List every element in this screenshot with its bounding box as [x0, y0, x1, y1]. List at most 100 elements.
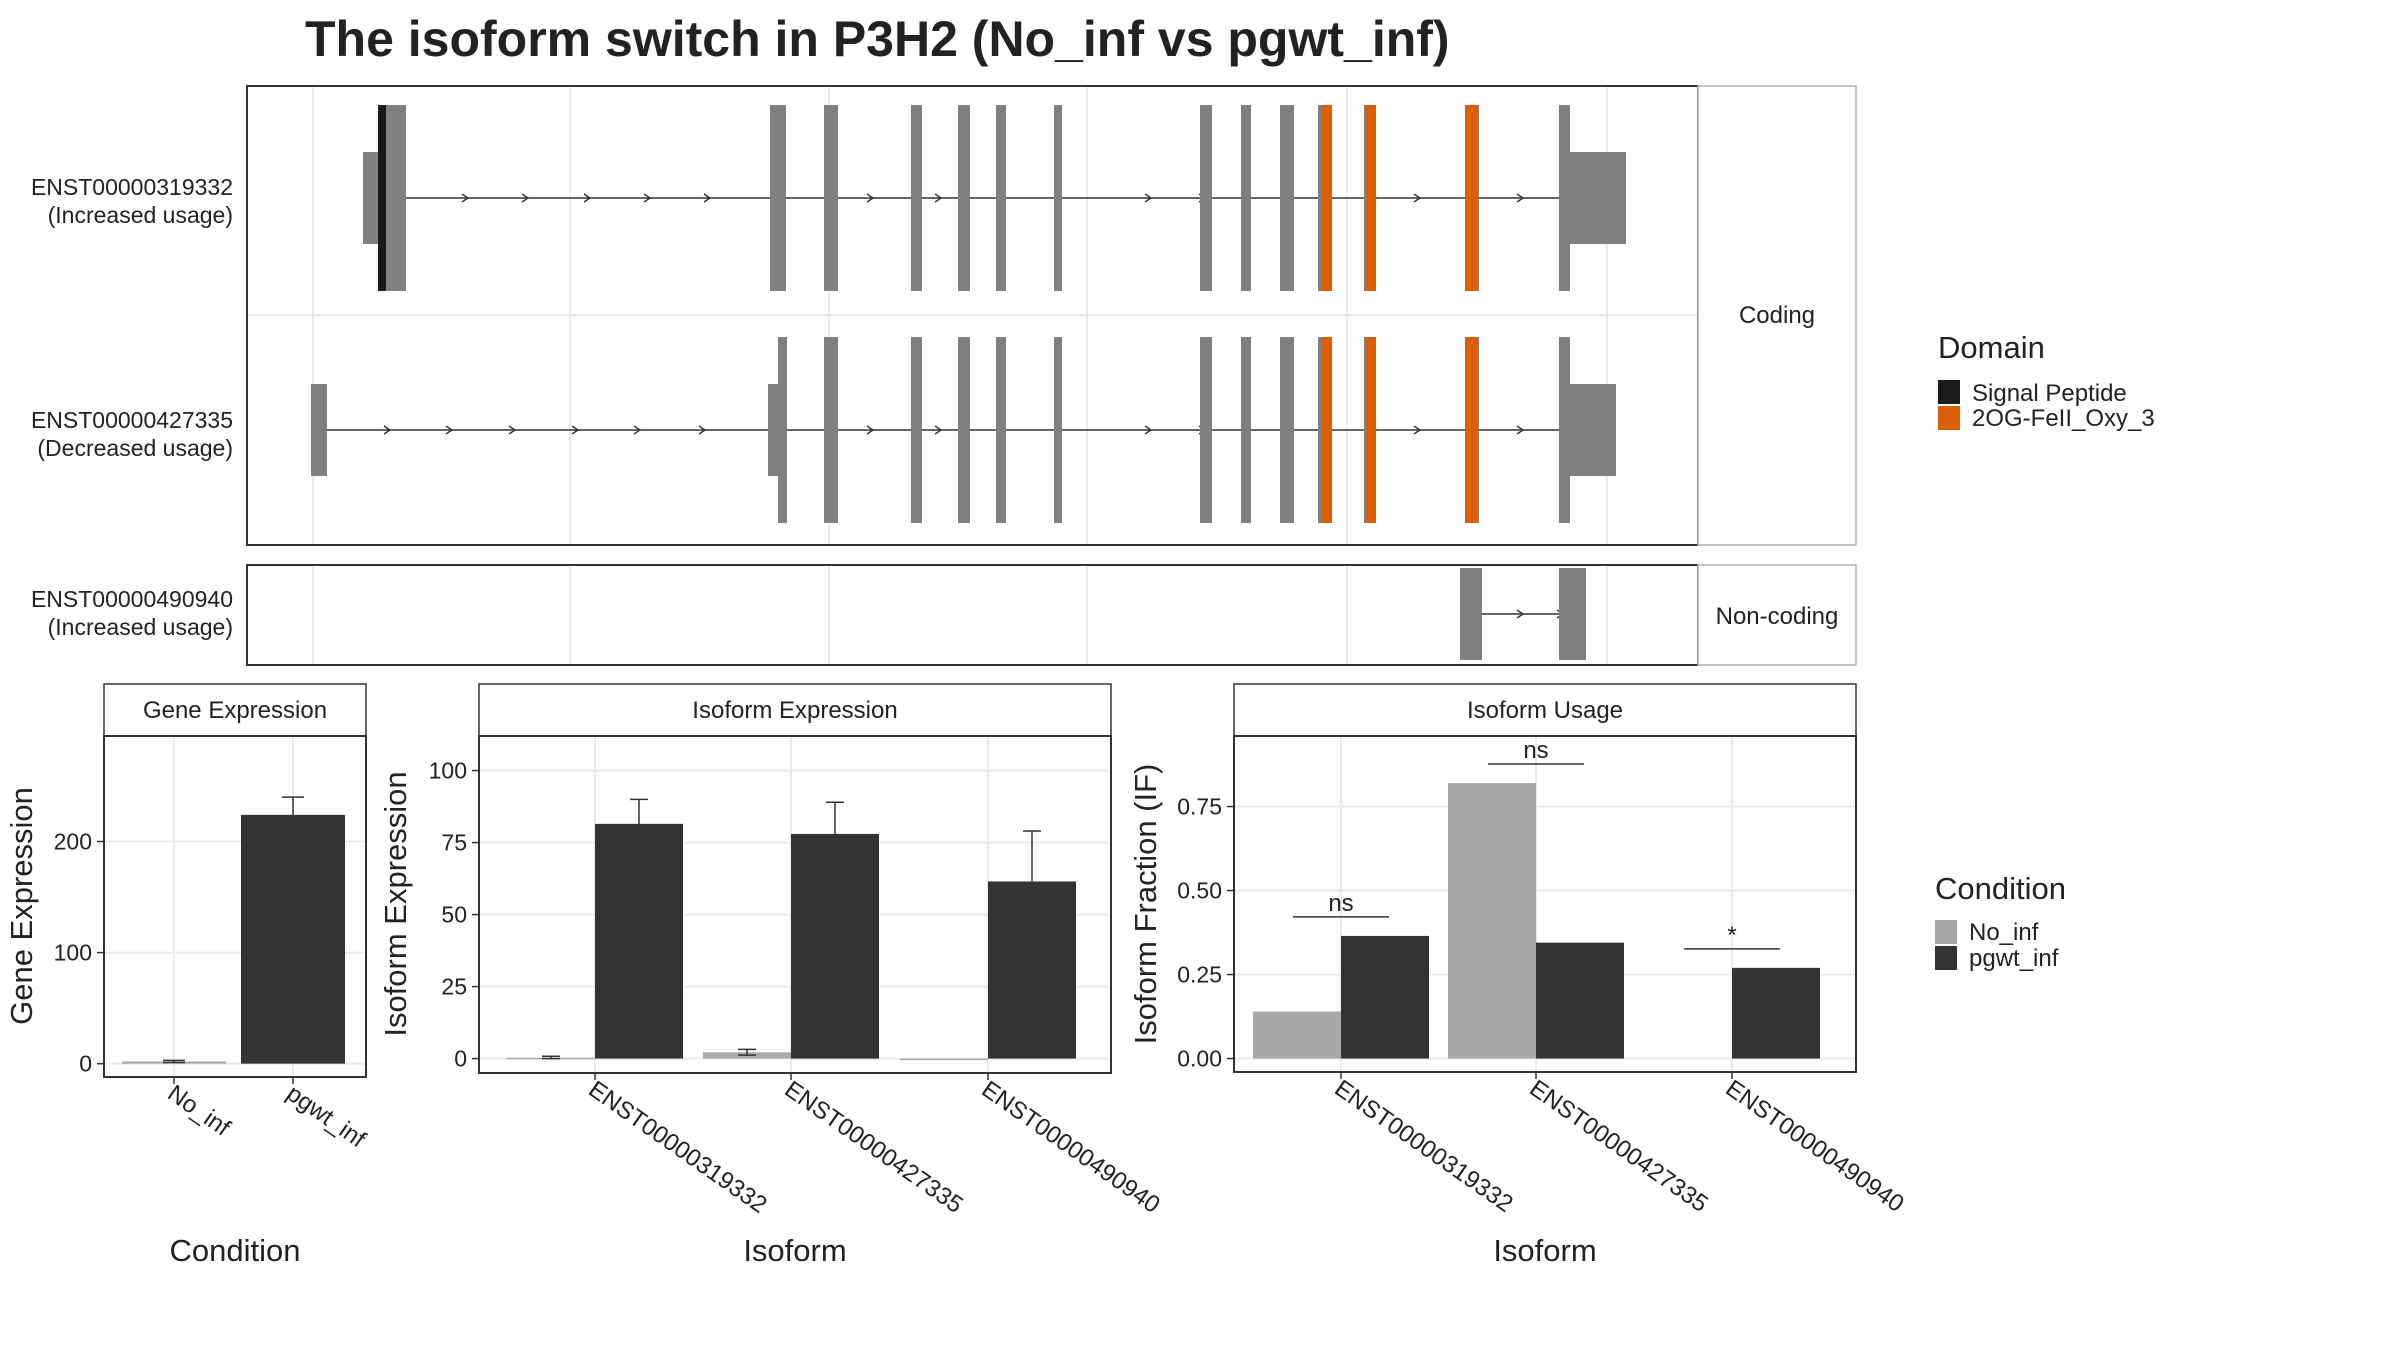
y-tick-label: 0.50	[1177, 878, 1222, 904]
gene-expression-plot-border	[103, 735, 367, 1078]
significance-label: *	[1727, 922, 1736, 949]
isoform-expression-chart: Isoform Expression 0 25 50 75 100 ENST0000031…	[378, 683, 1165, 1268]
exon-block	[958, 337, 970, 523]
exon-block	[1559, 337, 1570, 523]
domain-legend: Domain Signal Peptide 2OG-FeII_Oxy_3	[1938, 330, 2155, 432]
bar-pgwt-inf	[791, 833, 879, 1059]
intron-direction-arrow	[633, 425, 642, 435]
exon-block	[311, 384, 327, 476]
x-tick-label: ENST00000427335	[780, 1076, 968, 1219]
condition-legend-title: Condition	[1935, 871, 2066, 906]
isoform-usage-x-label: Isoform	[1493, 1233, 1596, 1268]
isoform-expression-x-label: Isoform	[743, 1233, 846, 1268]
intron-direction-arrow	[934, 425, 943, 435]
bar-no-inf	[1448, 783, 1536, 1059]
exon-block	[1559, 568, 1586, 660]
noncoding-strip-label: Non-coding	[1716, 603, 1839, 630]
intron-direction-arrow	[383, 425, 392, 435]
exon-block	[1460, 568, 1482, 660]
noncoding-panel-bg	[247, 565, 1698, 665]
isoform-label-id: ENST00000490940	[31, 586, 233, 612]
bar-pgwt-inf	[1732, 967, 1820, 1059]
intron-direction-arrow	[1144, 425, 1153, 435]
y-tick-label: 75	[441, 830, 467, 856]
isoform-expression-strip	[478, 683, 1112, 737]
intron-direction-arrow	[866, 425, 875, 435]
exon-block	[911, 337, 922, 523]
intron-direction-arrow	[1413, 425, 1422, 435]
exon-block	[1241, 337, 1251, 523]
isoform-label-usage: (Increased usage)	[48, 202, 233, 228]
legend-label-signal-peptide: Signal Peptide	[1972, 380, 2127, 407]
exon-block	[996, 337, 1006, 523]
gene-expression-bars	[122, 796, 345, 1064]
intron-direction-arrow	[643, 193, 652, 203]
intron-direction-arrow	[1413, 193, 1422, 203]
exon-block	[824, 105, 838, 291]
signal-peptide-domain	[378, 105, 386, 291]
coding-transcripts	[311, 105, 1626, 523]
y-tick-label: 100	[54, 940, 92, 966]
isoform-usage-chart: Isoform Usage ns ns * 0.00 0.25 0.50 0.75 ENST…	[1128, 683, 1909, 1268]
noncoding-transcripts	[1460, 568, 1586, 660]
x-tick-label: ENST00000319332	[584, 1076, 772, 1219]
isoform-usage-y-label: Isoform Fraction (IF)	[1128, 764, 1163, 1045]
significance-label: ns	[1328, 890, 1353, 917]
gene-expression-strip	[103, 683, 367, 737]
isoform-expression-strip-title: Isoform Expression	[692, 697, 897, 724]
x-tick-label: ENST00000427335	[1525, 1075, 1713, 1218]
coding-strip-label: Coding	[1739, 302, 1815, 329]
chart-title: The isoform switch in P3H2 (No_inf vs pg…	[305, 11, 1450, 67]
isoform-usage-bars: ns ns *	[1253, 737, 1820, 1059]
y-tick-label: 50	[441, 902, 467, 928]
legend-key-pgwt-inf	[1935, 946, 1957, 970]
structure-coding-panel: Coding	[246, 85, 1857, 546]
intron-direction-arrow	[866, 193, 875, 203]
exon-block	[1570, 384, 1616, 476]
exon-block	[1241, 105, 1251, 291]
x-tick-label: ENST00000490940	[977, 1076, 1165, 1219]
significance-label: ns	[1523, 737, 1548, 764]
intron-direction-arrow	[508, 425, 517, 435]
isoform-expression-plot-border	[478, 735, 1112, 1074]
intron-direction-arrow	[445, 425, 454, 435]
exon-block	[768, 384, 778, 476]
bar-no-inf	[1253, 1011, 1341, 1059]
legend-key-signal-peptide	[1938, 380, 1960, 404]
isoform-expression-bars	[507, 798, 1076, 1061]
exon-block	[1280, 337, 1294, 523]
y-tick-label: 200	[54, 829, 92, 855]
y-tick-label: 0.00	[1177, 1046, 1222, 1072]
intron-direction-arrow	[1516, 609, 1525, 619]
intron-direction-arrow	[698, 425, 707, 435]
legend-key-2og-domain	[1938, 406, 1960, 430]
domain-2og-feii-oxy-3	[1322, 105, 1332, 291]
exon-block	[778, 337, 787, 523]
isoform-usage-strip-title: Isoform Usage	[1467, 697, 1623, 724]
isoform-label-usage: (Increased usage)	[48, 614, 233, 640]
noncoding-strip	[1697, 564, 1857, 666]
exon-block	[1054, 105, 1062, 291]
condition-legend: Condition No_inf pgwt_inf	[1935, 871, 2066, 972]
intron-direction-arrow	[583, 193, 592, 203]
exon-block	[958, 105, 970, 291]
legend-label-2og-domain: 2OG-FeII_Oxy_3	[1972, 405, 2155, 432]
x-tick-label: No_inf	[163, 1080, 236, 1142]
bar-pgwt-inf	[595, 823, 683, 1059]
exon-block	[824, 337, 838, 523]
x-tick-label: ENST00000319332	[1330, 1075, 1518, 1218]
x-tick-label: pgwt_inf	[282, 1080, 371, 1154]
exon-block	[1200, 105, 1212, 291]
intron-direction-arrow	[1516, 425, 1525, 435]
exon-block	[1280, 105, 1294, 291]
domain-2og-feii-oxy-3	[1366, 337, 1376, 523]
bar-pgwt-inf	[1341, 935, 1429, 1059]
domain-2og-feii-oxy-3	[1465, 105, 1477, 291]
intron-direction-arrow	[1144, 193, 1153, 203]
exon-block	[996, 105, 1006, 291]
domain-2og-feii-oxy-3	[1322, 337, 1332, 523]
noncoding-gridlines	[312, 566, 1608, 664]
intron-direction-arrow	[934, 193, 943, 203]
isoform-label-id: ENST00000319332	[31, 174, 233, 200]
legend-label-pgwt-inf: pgwt_inf	[1969, 945, 2059, 972]
